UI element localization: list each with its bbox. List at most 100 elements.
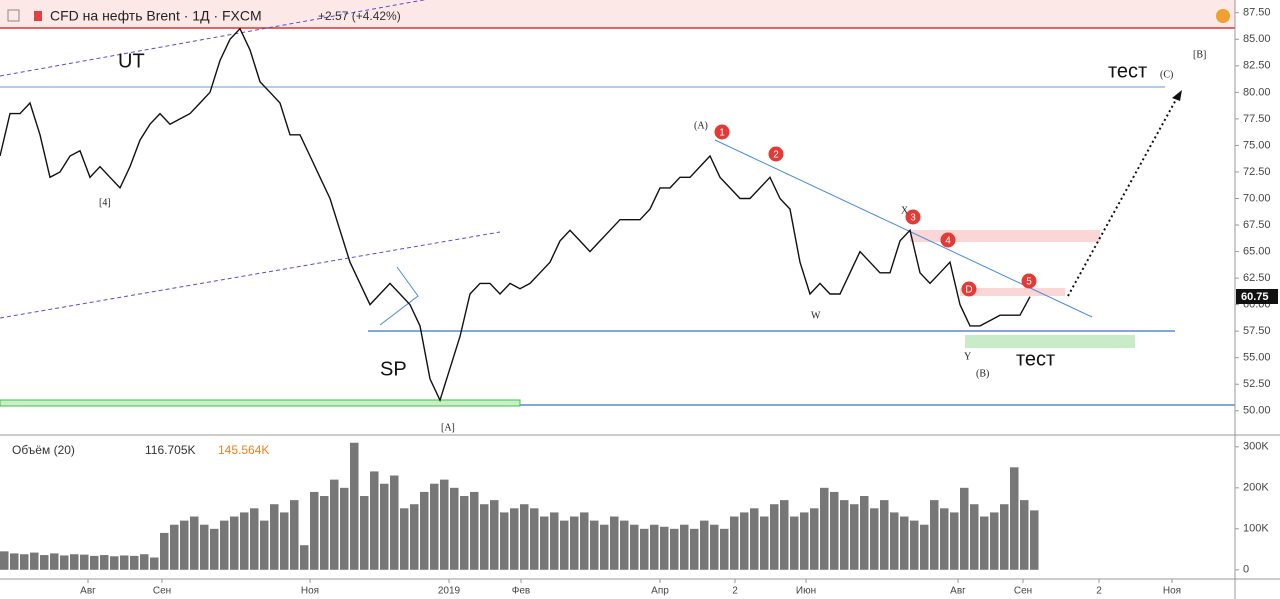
wave-label: 2	[773, 150, 779, 161]
volume-bar	[370, 471, 379, 570]
volume-bar	[890, 512, 899, 570]
volume-bar	[580, 512, 589, 570]
y-tick-label: 70.00	[1243, 192, 1271, 204]
y-tick-label: 0	[1243, 564, 1249, 576]
wave-label: Y	[964, 351, 971, 362]
volume-bar	[770, 504, 779, 570]
volume-bar	[100, 555, 109, 570]
alert-icon[interactable]	[1216, 9, 1230, 23]
volume-bar	[320, 496, 329, 570]
wave-label: D	[965, 285, 972, 296]
volume-bar	[270, 504, 279, 570]
volume-bar	[0, 551, 9, 570]
volume-bar	[860, 496, 869, 570]
volume-bar	[260, 520, 269, 570]
wave-label: [B]	[1193, 49, 1206, 60]
y-tick-label: 52.50	[1243, 378, 1271, 390]
volume-bar	[510, 508, 519, 570]
volume-bar	[650, 524, 659, 570]
volume-bar	[880, 500, 889, 570]
wave-label: X	[901, 205, 909, 216]
volume-bar	[550, 512, 559, 570]
symbol-title[interactable]: CFD на нефть Brent · 1Д · FXCM	[50, 8, 262, 24]
plot: 50.0052.5055.0057.5060.0062.5065.0067.50…	[0, 7, 1271, 597]
y-tick-label: 82.50	[1243, 60, 1271, 72]
volume-bar	[560, 520, 569, 570]
volume-bar	[840, 500, 849, 570]
wave-marker	[940, 232, 956, 248]
collapse-button[interactable]	[7, 9, 20, 22]
volume-bar	[10, 553, 19, 570]
annotation-text: UT	[118, 50, 145, 72]
volume-bar	[140, 554, 149, 570]
volume-bar	[120, 555, 129, 570]
y-tick-label: 67.50	[1243, 219, 1271, 231]
volume-bar	[980, 516, 989, 570]
volume-bar	[1000, 504, 1009, 570]
annotation-text: тест	[1108, 60, 1147, 82]
y-tick-label: 72.50	[1243, 166, 1271, 178]
x-tick-label: Июн	[796, 586, 816, 597]
volume-bar	[710, 524, 719, 570]
volume-bar	[180, 520, 189, 570]
volume-value: 116.705K	[145, 443, 196, 457]
y-tick-label: 87.50	[1243, 7, 1271, 19]
volume-bar	[990, 512, 999, 570]
volume-bar	[70, 554, 79, 570]
x-tick-label: 2	[732, 586, 738, 597]
volume-bar	[530, 508, 539, 570]
volume-bar	[680, 524, 689, 570]
resistance-zone	[0, 0, 1235, 28]
y-tick-label: 100K	[1243, 523, 1269, 535]
x-tick-label: Авг	[950, 586, 966, 597]
volume-bar	[410, 504, 419, 570]
y-tick-label: 50.00	[1243, 405, 1271, 417]
volume-bar	[490, 500, 499, 570]
volume-bar	[30, 552, 39, 570]
x-tick-label: Сен	[153, 586, 171, 597]
volume-bar	[90, 555, 99, 570]
volume-ma-value: 145.564K	[218, 443, 269, 457]
volume-bar	[440, 479, 449, 570]
volume-bar	[870, 508, 879, 570]
volume-bar	[50, 553, 59, 570]
volume-bar	[930, 500, 939, 570]
volume-bar	[390, 475, 399, 570]
x-tick-label: Ноя	[301, 586, 319, 597]
volume-bar	[780, 500, 789, 570]
y-tick-label: 85.00	[1243, 33, 1271, 45]
volume-bar	[900, 516, 909, 570]
price-change: +2.57 (+4.42%)	[318, 9, 401, 23]
volume-title[interactable]: Объём (20)	[12, 443, 75, 457]
volume-bar	[240, 512, 249, 570]
arrow-head	[1172, 90, 1182, 101]
volume-bar	[210, 528, 219, 570]
volume-bar	[310, 491, 319, 570]
volume-bar	[420, 491, 429, 570]
volume-bar	[950, 512, 959, 570]
volume-bar	[830, 491, 839, 570]
volume-bar	[790, 516, 799, 570]
y-tick-label: 200K	[1243, 482, 1269, 494]
volume-bar	[450, 487, 459, 570]
channel-line	[0, 231, 501, 319]
wave-label: 4	[945, 236, 951, 247]
volume-bar	[1020, 500, 1029, 570]
y-tick-label: 65.00	[1243, 245, 1271, 257]
y-tick-label: 62.50	[1243, 272, 1271, 284]
last-price-label: 60.75	[1241, 291, 1269, 303]
triangle	[379, 266, 419, 326]
green-zone	[0, 399, 521, 407]
x-tick-label: Авг	[80, 586, 96, 597]
x-tick-label: 2019	[438, 586, 461, 597]
trend-line	[714, 139, 1093, 318]
volume-bar	[160, 532, 169, 570]
volume-bar	[540, 516, 549, 570]
volume-bar	[280, 512, 289, 570]
wave-label: (B)	[976, 368, 989, 379]
volume-bar	[700, 520, 709, 570]
symbol-icon	[34, 11, 42, 21]
volume-bar	[20, 554, 29, 570]
volume-bar	[350, 442, 359, 570]
